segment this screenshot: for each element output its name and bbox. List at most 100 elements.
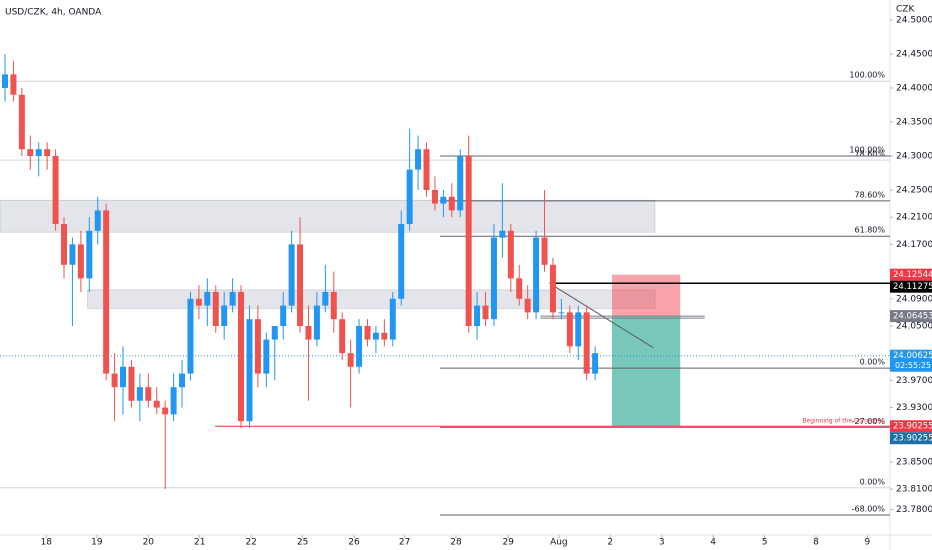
candle-body <box>431 189 438 204</box>
fib-label: 61.80% <box>854 226 885 235</box>
x-tick-label: 4 <box>710 538 716 548</box>
candle-body <box>18 94 25 150</box>
candle-body <box>356 325 363 367</box>
candle-body <box>305 325 312 340</box>
candle-body <box>280 305 287 326</box>
candle-body <box>465 155 472 326</box>
price-label-box <box>890 310 932 323</box>
y-tick-label: 24.50000 <box>896 15 932 25</box>
candle-body <box>238 291 245 422</box>
fib-label: 78.60% <box>854 190 885 199</box>
candle-body <box>111 373 118 388</box>
x-tick-label: 22 <box>245 538 256 548</box>
candle-body <box>35 149 42 156</box>
candle-body <box>339 319 346 354</box>
fib-label: 100.00% <box>849 145 885 154</box>
candle-body <box>347 353 354 367</box>
zone <box>87 289 656 309</box>
candle-body <box>246 319 253 422</box>
candle-body <box>162 407 169 415</box>
stop-zone <box>611 274 681 317</box>
candle-body <box>120 366 127 388</box>
candle-body <box>415 149 422 170</box>
y-tick-label: 24.25000 <box>896 185 932 195</box>
candle-body <box>381 332 388 340</box>
axis-label: CZK <box>896 5 915 15</box>
price-label: 23.90255 <box>893 422 932 432</box>
candle-body <box>313 305 320 340</box>
candle-body <box>330 291 337 320</box>
price-label: 24.00625 <box>893 351 932 361</box>
candle-body <box>364 325 371 340</box>
candle-body <box>61 223 68 265</box>
candle-body <box>77 244 84 279</box>
x-tick-label: 9 <box>865 538 871 548</box>
price-label-box <box>890 280 932 293</box>
candle-body <box>372 332 379 340</box>
x-tick-label: 3 <box>659 538 665 548</box>
price-label-box <box>890 268 932 281</box>
price-label: 24.06453 <box>893 312 932 322</box>
y-tick-label: 24.45000 <box>896 49 932 59</box>
candle-body <box>524 298 531 313</box>
x-tick-label: 19 <box>91 538 103 548</box>
x-tick-label: 29 <box>503 538 515 548</box>
candle-body <box>389 298 396 340</box>
candle-body <box>490 237 497 320</box>
candle-body <box>27 149 34 156</box>
fib-label: -27.00% <box>852 417 886 426</box>
candle-body <box>136 387 143 401</box>
x-tick-label: 2 <box>607 538 613 548</box>
candle-body <box>592 353 599 374</box>
candle-body <box>187 298 194 374</box>
y-tick-label: 24.09000 <box>896 294 932 304</box>
price-label: 24.11275 <box>893 282 932 292</box>
candle-body <box>153 400 160 408</box>
price-label-box <box>890 432 932 445</box>
y-tick-label: 24.40000 <box>896 83 932 93</box>
price-label-box <box>890 420 932 433</box>
candle-body <box>271 325 278 340</box>
fib-label: 100.00% <box>849 71 885 80</box>
fib-label: 78.60% <box>854 150 885 159</box>
candle-body <box>254 319 261 374</box>
countdown: 02:55:25 <box>895 361 931 370</box>
candle-body <box>440 196 447 204</box>
candle-body <box>533 237 540 313</box>
candle-body <box>566 312 573 347</box>
candle-body <box>229 291 236 306</box>
candle-body <box>86 230 93 279</box>
y-tick-label: 23.93000 <box>896 403 932 413</box>
x-tick-label: 8 <box>813 538 819 548</box>
candle-body <box>1 74 8 88</box>
candle-body <box>499 230 506 238</box>
y-tick-label: 24.21000 <box>896 213 932 223</box>
candle-body <box>103 210 110 374</box>
candle-body <box>549 264 556 313</box>
target-zone <box>611 316 681 427</box>
candle-body <box>457 155 464 211</box>
candle-body <box>44 149 51 156</box>
trend-line <box>549 282 654 349</box>
y-tick-label: 23.78000 <box>896 505 932 515</box>
candle-body <box>288 244 295 306</box>
candle-body <box>212 291 219 326</box>
candle-body <box>575 312 582 347</box>
candle-body <box>583 312 590 374</box>
candle-body <box>507 230 514 279</box>
candle-body <box>221 305 228 326</box>
candle-body <box>263 339 270 374</box>
candle-body <box>541 237 548 265</box>
fib-label: 0.00% <box>860 358 886 367</box>
candle-body <box>128 366 135 401</box>
candle-body <box>558 312 565 314</box>
x-tick-label: 21 <box>194 538 205 548</box>
y-tick-label: 23.97000 <box>896 376 932 386</box>
fib-label: 0.00% <box>860 477 886 486</box>
candle-body <box>297 244 304 326</box>
y-tick-label: 24.35000 <box>896 117 932 127</box>
candle-body <box>145 387 152 401</box>
line-label: Beginning of the Correction <box>802 418 885 425</box>
